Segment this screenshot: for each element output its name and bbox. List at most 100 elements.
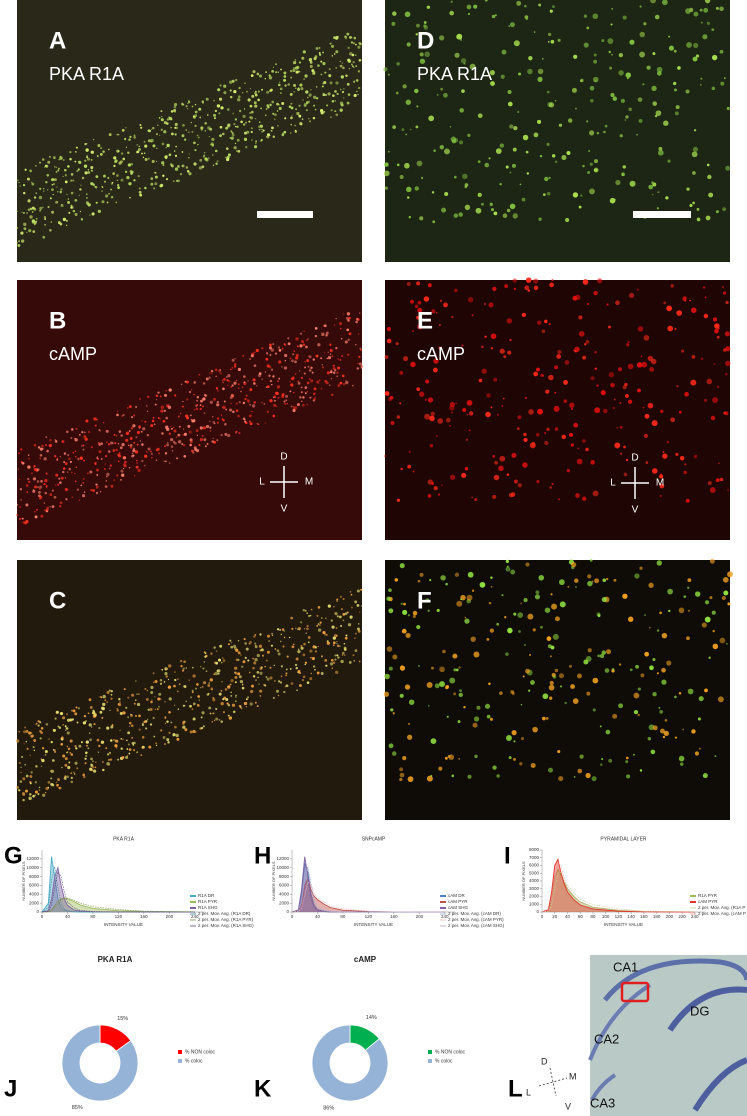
signal-dot bbox=[59, 711, 64, 716]
signal-dot bbox=[127, 731, 131, 735]
signal-dot bbox=[131, 741, 135, 745]
signal-dot bbox=[495, 148, 502, 154]
signal-dot bbox=[547, 40, 550, 43]
signal-dot bbox=[642, 406, 645, 409]
signal-dot bbox=[141, 420, 143, 422]
signal-dot bbox=[22, 211, 26, 215]
signal-dot bbox=[416, 23, 420, 28]
signal-dot bbox=[97, 751, 100, 753]
signal-dot bbox=[458, 140, 464, 145]
signal-dot bbox=[238, 401, 241, 404]
signal-dot bbox=[113, 433, 116, 436]
signal-dot bbox=[523, 437, 528, 443]
section-image bbox=[590, 955, 747, 1116]
signal-dot bbox=[359, 347, 362, 350]
signal-dot bbox=[41, 758, 45, 763]
signal-dot bbox=[242, 660, 246, 664]
signal-dot bbox=[436, 608, 440, 613]
signal-dot bbox=[235, 694, 237, 697]
signal-dot bbox=[229, 683, 232, 686]
signal-dot bbox=[28, 229, 32, 233]
signal-dot bbox=[584, 343, 587, 346]
signal-dot bbox=[152, 126, 155, 130]
signal-dot bbox=[147, 129, 151, 133]
signal-dot bbox=[484, 703, 491, 709]
signal-dot bbox=[55, 781, 58, 784]
signal-dot bbox=[203, 438, 207, 442]
signal-dot bbox=[38, 487, 41, 491]
signal-dot bbox=[199, 686, 202, 689]
signal-dot bbox=[549, 680, 554, 685]
signal-dot bbox=[113, 739, 115, 741]
signal-dot bbox=[563, 399, 568, 403]
x-tick-label: 0 bbox=[541, 914, 544, 919]
signal-dot bbox=[484, 162, 490, 168]
signal-dot bbox=[714, 328, 719, 334]
signal-dot bbox=[440, 575, 446, 581]
signal-dot bbox=[490, 576, 493, 579]
signal-dot bbox=[230, 402, 232, 405]
signal-dot bbox=[303, 372, 306, 375]
signal-dot bbox=[25, 740, 28, 743]
signal-dot bbox=[222, 697, 225, 701]
signal-dot bbox=[614, 442, 621, 449]
signal-dot bbox=[283, 400, 286, 403]
signal-dot bbox=[426, 775, 433, 782]
signal-dot bbox=[651, 193, 654, 196]
signal-dot bbox=[101, 186, 104, 188]
signal-dot bbox=[172, 180, 175, 183]
signal-dot bbox=[138, 693, 140, 695]
region-label: CA1 bbox=[613, 959, 638, 974]
signal-dot bbox=[424, 398, 428, 401]
signal-dot bbox=[222, 387, 225, 391]
signal-dot bbox=[344, 35, 347, 39]
signal-dot bbox=[346, 328, 350, 332]
signal-dot bbox=[339, 60, 342, 63]
signal-dot bbox=[259, 671, 263, 675]
signal-dot bbox=[692, 56, 698, 62]
signal-dot bbox=[406, 281, 411, 286]
signal-dot bbox=[345, 380, 349, 385]
signal-dot bbox=[552, 633, 559, 640]
signal-dot bbox=[82, 448, 85, 451]
signal-dot bbox=[101, 200, 105, 204]
signal-dot bbox=[248, 642, 251, 645]
signal-dot bbox=[117, 703, 120, 706]
signal-dot bbox=[136, 702, 141, 707]
signal-dot bbox=[496, 413, 500, 416]
signal-dot bbox=[323, 110, 326, 113]
signal-dot bbox=[149, 723, 153, 726]
signal-dot bbox=[110, 195, 114, 199]
signal-dot bbox=[32, 222, 34, 224]
signal-dot bbox=[251, 94, 255, 98]
signal-dot bbox=[28, 480, 31, 483]
signal-dot bbox=[213, 113, 217, 117]
signal-dot bbox=[34, 790, 38, 794]
signal-dot bbox=[523, 432, 527, 437]
signal-dot bbox=[82, 773, 86, 777]
signal-dot bbox=[163, 460, 165, 462]
signal-dot bbox=[226, 157, 230, 162]
panel-letter: E bbox=[417, 307, 433, 334]
signal-dot bbox=[709, 487, 716, 494]
signal-dot bbox=[456, 600, 463, 607]
signal-dot bbox=[164, 743, 166, 745]
signal-dot bbox=[236, 138, 240, 142]
signal-dot bbox=[150, 177, 154, 180]
signal-dot bbox=[144, 454, 148, 458]
signal-dot bbox=[291, 115, 293, 117]
signal-dot bbox=[603, 408, 608, 414]
signal-dot bbox=[217, 658, 222, 662]
signal-dot bbox=[105, 429, 109, 433]
signal-dot bbox=[72, 771, 75, 774]
signal-dot bbox=[607, 38, 614, 44]
signal-dot bbox=[244, 420, 247, 423]
signal-dot bbox=[51, 505, 55, 508]
signal-dot bbox=[237, 367, 241, 372]
signal-dot bbox=[339, 358, 342, 361]
signal-dot bbox=[31, 211, 34, 213]
signal-dot bbox=[98, 727, 101, 730]
signal-dot bbox=[473, 4, 478, 9]
signal-dot bbox=[36, 480, 40, 483]
